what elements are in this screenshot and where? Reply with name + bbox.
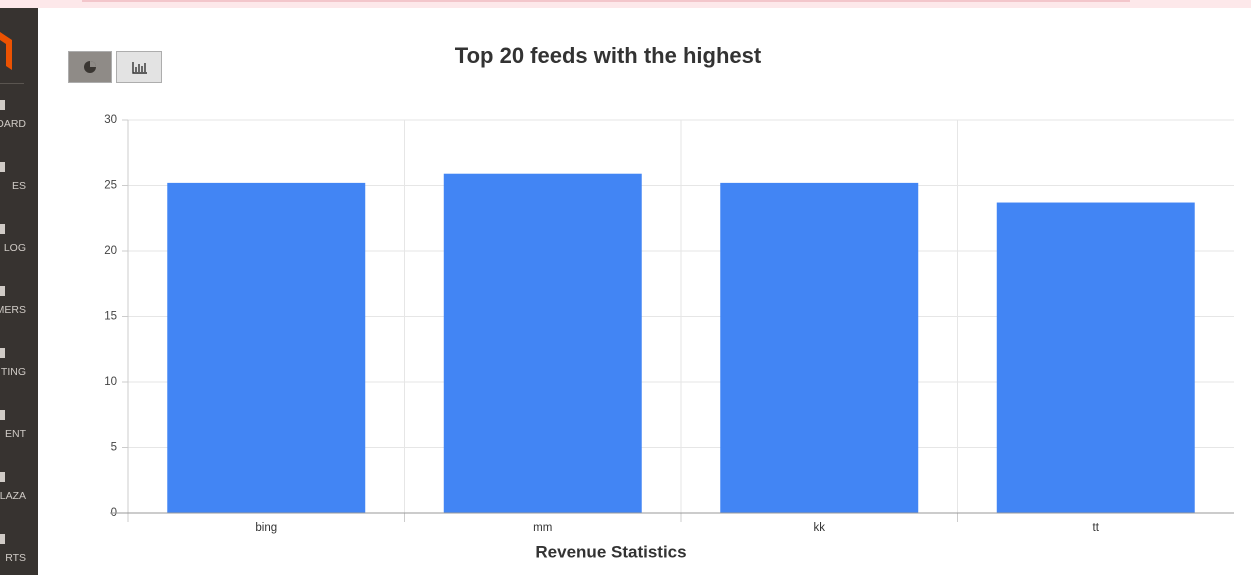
top-bar bbox=[0, 0, 1251, 8]
menu-icon bbox=[0, 534, 5, 544]
menu-icon bbox=[0, 162, 5, 172]
y-tick-label: 30 bbox=[104, 114, 117, 126]
menu-item[interactable]: LOG bbox=[3, 242, 26, 254]
bar-chart-button[interactable] bbox=[116, 51, 162, 83]
top-bar-line bbox=[82, 0, 1130, 2]
menu-item[interactable]: RTS bbox=[5, 552, 26, 564]
pie-chart-button[interactable] bbox=[68, 51, 112, 83]
menu-icon bbox=[0, 286, 5, 296]
y-tick-label: 5 bbox=[111, 442, 117, 454]
bar bbox=[720, 182, 919, 513]
bar bbox=[443, 173, 642, 513]
pie-icon bbox=[84, 61, 96, 73]
x-axis-title: Revenue Statistics bbox=[535, 542, 686, 561]
divider bbox=[0, 83, 24, 84]
logo bbox=[0, 32, 12, 70]
y-tick-label: 20 bbox=[104, 245, 117, 257]
x-tick-label: kk bbox=[814, 522, 826, 534]
pie-icon-slice bbox=[90, 61, 96, 67]
y-tick-label: 25 bbox=[104, 180, 117, 192]
menu-icon bbox=[0, 410, 5, 420]
bar bbox=[996, 202, 1195, 513]
x-tick-label: mm bbox=[533, 522, 552, 534]
menu-item[interactable]: TING bbox=[0, 366, 26, 378]
chart-title: Top 20 feeds with the highest bbox=[455, 43, 762, 68]
menu-item[interactable]: ENT bbox=[5, 428, 26, 440]
x-tick-label: tt bbox=[1093, 522, 1100, 534]
x-tick-label: bing bbox=[255, 522, 277, 534]
y-tick-label: 15 bbox=[104, 311, 117, 323]
bar-icon bbox=[132, 62, 147, 74]
menu-icon bbox=[0, 100, 5, 110]
menu-item[interactable]: OARD bbox=[0, 118, 26, 130]
bar bbox=[167, 182, 366, 513]
menu-icon bbox=[0, 224, 5, 234]
menu-icon bbox=[0, 472, 5, 482]
bar-icon-shape bbox=[132, 62, 147, 74]
menu-item[interactable]: MERS bbox=[0, 304, 26, 316]
sidebar: OARD ES LOG MERS TING ENT LAZA RTS bbox=[0, 8, 38, 575]
y-tick-label: 10 bbox=[104, 376, 117, 388]
menu-icon bbox=[0, 348, 5, 358]
menu-item[interactable]: ES bbox=[11, 180, 26, 192]
logo-shape bbox=[0, 32, 12, 70]
menu-item[interactable]: LAZA bbox=[0, 490, 26, 502]
